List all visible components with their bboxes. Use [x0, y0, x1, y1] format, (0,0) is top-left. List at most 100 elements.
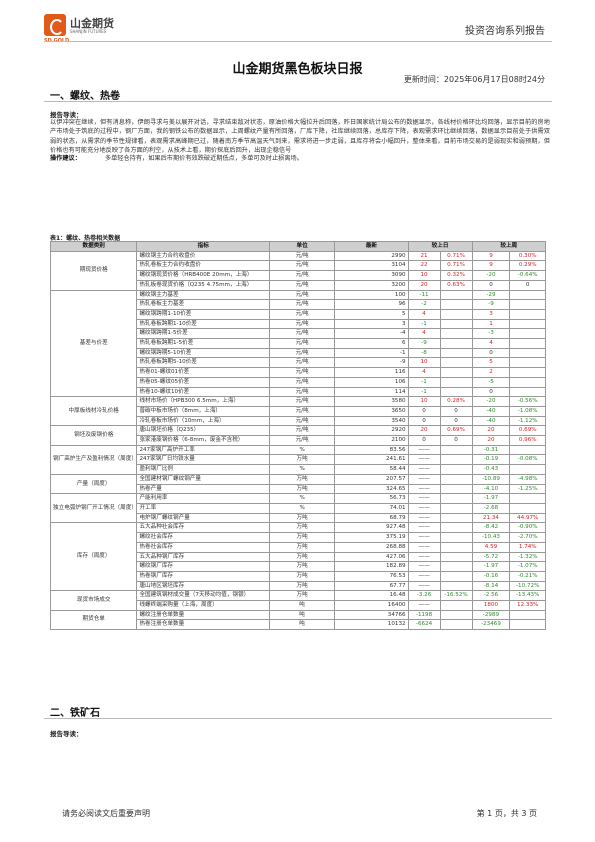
unit-cell: 元/吨 — [269, 425, 336, 437]
day-pct-cell: 0 — [439, 405, 473, 417]
week-change-cell: -1.97 — [471, 561, 511, 572]
week-change-cell: -2.68 — [471, 502, 511, 514]
day-change-cell: —— — [407, 561, 441, 572]
table-caption: 表1：螺纹、热卷相关数据 — [50, 235, 121, 242]
week-change-cell: -2989 — [471, 609, 511, 621]
table-row: 钢厂高炉生产及盈利情况（周度） 247家钢厂高炉开工率% 83.56 —— -0.31 — [49, 444, 546, 475]
latest-cell: 67.77 — [334, 580, 409, 592]
day-change-cell: —— — [407, 473, 441, 485]
table-row: 基差与价差 螺纹钢主力基差 元/吨 100 -11 -29 — [49, 289, 546, 398]
category-cell: 现货市场成交 — [49, 590, 138, 611]
col-header-category: 数据类别 — [49, 241, 138, 252]
day-change-cell: 22 — [407, 260, 441, 272]
week-change-cell: 5 — [471, 357, 511, 369]
week-pct-cell — [509, 502, 546, 514]
latest-cell: 3090 — [334, 270, 409, 281]
week-change-cell: -8.14 — [471, 580, 511, 592]
advice-label: 操作建议： — [50, 155, 81, 162]
day-change-cell: 20 — [407, 425, 441, 437]
day-pct-cell: 0.71% — [439, 260, 473, 272]
week-change-cell: -1.97 — [471, 493, 511, 504]
week-pct-cell — [509, 444, 546, 456]
week-change-cell: 0 — [471, 386, 511, 398]
week-pct-cell: 12.33% — [509, 600, 546, 611]
day-pct-cell — [439, 580, 473, 592]
week-pct-cell — [509, 308, 546, 320]
unit-cell: 元/吨 — [269, 405, 336, 417]
week-change-cell: -0.19 — [471, 454, 511, 466]
day-change-cell: 20 — [407, 279, 441, 291]
week-change-cell: 1800 — [471, 600, 511, 611]
day-change-cell: 21 — [407, 250, 441, 262]
col-header-vs-prev-week: 较上周 — [471, 241, 547, 252]
day-change-cell: —— — [407, 464, 441, 475]
category-cell: 钢厂高炉生产及盈利情况（周度） — [49, 444, 138, 475]
week-pct-cell: -13.43% — [509, 590, 546, 602]
latest-cell: 58.44 — [334, 464, 409, 475]
col-header-vs-prev-day: 较上日 — [407, 241, 473, 252]
indicator-cell: 螺纹钢厂库存 — [136, 561, 271, 572]
day-change-cell: —— — [407, 522, 441, 534]
rebar-hrc-data-table: 数据类别 指标 单位 最新 较上日 较上周 期现货价格 螺纹钢主力合约收盘价 元/吨… — [49, 241, 547, 631]
day-pct-cell — [439, 512, 473, 524]
indicator-cell: 热卷10-螺纹10价差 — [136, 386, 271, 398]
unit-cell: 万吨 — [269, 561, 336, 572]
day-change-cell: —— — [407, 600, 441, 611]
day-pct-cell — [439, 347, 473, 359]
unit-cell: 元/吨 — [269, 396, 336, 407]
report-title: 山金期货黑色板块日报 — [232, 62, 363, 77]
unit-cell: 万吨 — [269, 580, 336, 592]
logo-name: 山金期货 — [70, 17, 114, 30]
category-cell: 基差与价差 — [49, 289, 138, 398]
unit-cell: 元/吨 — [269, 308, 336, 320]
week-pct-cell: 44.97% — [509, 512, 546, 524]
indicator-cell: 全国建材钢厂螺纹钢产量 — [136, 473, 271, 485]
week-pct-cell: -1.32% — [509, 551, 546, 563]
indicator-cell: 热卷钢厂库存 — [136, 570, 271, 582]
category-cell: 产量（周度） — [49, 473, 138, 495]
indicator-cell: 唐山钢坯价格（Q235） — [136, 425, 271, 437]
day-change-cell: 4 — [407, 308, 441, 320]
indicator-cell: 螺纹钢主力基差 — [136, 289, 271, 301]
latest-cell: 3 — [334, 318, 409, 330]
latest-cell: -1 — [334, 347, 409, 359]
indicator-cell: 热卷注册仓单数量 — [136, 619, 271, 631]
latest-cell: 427.06 — [334, 551, 409, 563]
week-pct-cell — [509, 619, 546, 631]
week-change-cell: 0 — [471, 347, 511, 359]
indicator-cell: 热轧卷板跨期5-10价差 — [136, 357, 271, 369]
indicator-cell: 热卷产量 — [136, 483, 271, 495]
week-change-cell: 4 — [471, 338, 511, 349]
indicator-cell: 热轧卷板主力基差 — [136, 299, 271, 310]
day-pct-cell — [439, 464, 473, 475]
week-change-cell: 2 — [471, 367, 511, 378]
unit-cell: 元/吨 — [269, 318, 336, 330]
week-change-cell: -10.43 — [471, 532, 511, 543]
operation-advice: 操作建议： 多单轻仓持有，如果后市期价有效跌破近期低点，多单可及时止损离场。 — [50, 153, 303, 162]
day-change-cell: -1 — [407, 376, 441, 388]
unit-cell: 元/吨 — [269, 376, 336, 388]
company-logo: 山金期货 SHANJIN FUTURES SD GOLD — [44, 14, 124, 44]
week-pct-cell — [509, 289, 546, 301]
latest-cell: 3540 — [334, 415, 409, 427]
unit-cell: 元/吨 — [269, 347, 336, 359]
week-pct-cell: -1.08% — [509, 405, 546, 417]
unit-cell: 万吨 — [269, 454, 336, 466]
unit-cell: 元/吨 — [269, 415, 336, 427]
indicator-cell: 热轧卷板跨期1-5价差 — [136, 338, 271, 349]
page-number: 第 1 页，共 3 页 — [476, 809, 537, 818]
indicator-cell: 螺纹钢跨期5-10价差 — [136, 347, 271, 359]
day-pct-cell — [439, 541, 473, 553]
latest-cell: 34766 — [334, 609, 409, 621]
week-pct-cell — [509, 367, 546, 378]
day-change-cell: —— — [407, 532, 441, 543]
indicator-cell: 热轧板卷现货价格（Q235 4.75mm，上海） — [136, 279, 271, 291]
latest-cell: 114 — [334, 386, 409, 398]
week-change-cell: 21.34 — [471, 512, 511, 524]
latest-cell: -4 — [334, 328, 409, 340]
week-change-cell: 20 — [471, 435, 511, 446]
unit-cell: 元/吨 — [269, 260, 336, 272]
latest-cell: -9 — [334, 357, 409, 369]
latest-cell: 324.65 — [334, 483, 409, 495]
table-row: 产量（周度） 全国建材钢厂螺纹钢产量 万吨 207.57 —— -10.89 -4.98% — [49, 473, 546, 495]
